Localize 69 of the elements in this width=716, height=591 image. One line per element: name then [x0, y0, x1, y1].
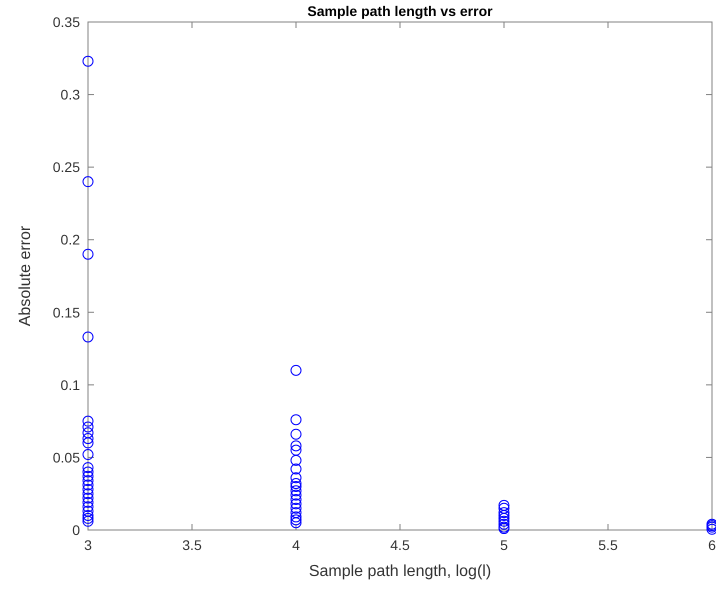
point	[82, 462, 94, 474]
point	[290, 502, 302, 514]
point	[498, 516, 510, 527]
point	[290, 364, 302, 376]
point	[82, 501, 94, 512]
y-tick-label: 0.05	[52, 449, 80, 466]
point	[290, 454, 302, 466]
point	[290, 485, 302, 496]
y-tick-label: 0.15	[52, 304, 80, 320]
point	[290, 514, 302, 526]
point	[290, 507, 302, 518]
point	[82, 248, 94, 260]
point	[290, 428, 302, 440]
x-tick-label: 3	[84, 537, 92, 553]
y-axis-title: Absolute error	[17, 225, 34, 326]
point	[498, 510, 510, 521]
point	[498, 500, 510, 511]
x-tick-label: 3.5	[182, 537, 202, 553]
point	[82, 496, 94, 508]
y-tick-label: 0.1	[60, 376, 80, 393]
x-tick-label: 4	[292, 537, 300, 553]
point	[82, 470, 94, 482]
point	[82, 492, 94, 504]
point	[290, 494, 302, 506]
point	[290, 444, 302, 456]
point	[82, 512, 94, 524]
point	[82, 475, 94, 486]
x-tick-label: 5.5	[598, 537, 618, 553]
y-tick-label: 0.35	[52, 14, 80, 30]
x-tick-label: 6	[708, 537, 716, 553]
point	[498, 518, 510, 530]
point	[290, 511, 302, 522]
point	[498, 502, 510, 514]
point	[82, 466, 94, 478]
point	[82, 516, 94, 527]
point	[498, 512, 510, 524]
point	[290, 480, 302, 492]
point	[290, 440, 302, 452]
x-tick-label: 5	[500, 537, 508, 553]
point	[82, 433, 94, 444]
point	[82, 484, 94, 495]
point	[290, 414, 302, 426]
point	[82, 506, 94, 517]
point	[82, 449, 94, 460]
chart-title: Sample path length vs error	[307, 3, 494, 19]
point	[82, 480, 94, 491]
point	[82, 488, 94, 500]
point	[290, 472, 302, 484]
y-tick-label: 0.25	[52, 159, 80, 176]
point	[82, 176, 94, 188]
point	[82, 416, 94, 427]
point	[82, 510, 94, 521]
point	[290, 498, 302, 510]
y-tick-label: 0.2	[60, 232, 80, 248]
point	[82, 437, 94, 448]
point	[290, 464, 302, 475]
point	[290, 517, 302, 528]
x-tick-label: 4.5	[390, 537, 410, 553]
point	[82, 427, 94, 438]
point	[82, 331, 94, 342]
point	[82, 56, 94, 67]
point	[290, 478, 302, 490]
y-tick-label: 0.3	[60, 86, 80, 103]
point	[82, 421, 94, 432]
point	[290, 490, 302, 501]
point	[706, 524, 716, 535]
y-tick-label: 0	[72, 522, 80, 538]
x-axis-title: Sample path length, log(l)	[308, 563, 492, 580]
point	[498, 507, 510, 518]
